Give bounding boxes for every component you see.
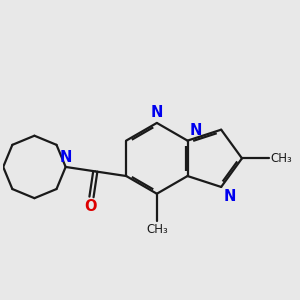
Text: N: N <box>223 189 236 204</box>
Text: CH₃: CH₃ <box>271 152 292 165</box>
Text: CH₃: CH₃ <box>146 223 168 236</box>
Text: N: N <box>190 123 202 138</box>
Text: O: O <box>84 199 97 214</box>
Text: N: N <box>59 150 72 165</box>
Text: N: N <box>151 105 163 120</box>
